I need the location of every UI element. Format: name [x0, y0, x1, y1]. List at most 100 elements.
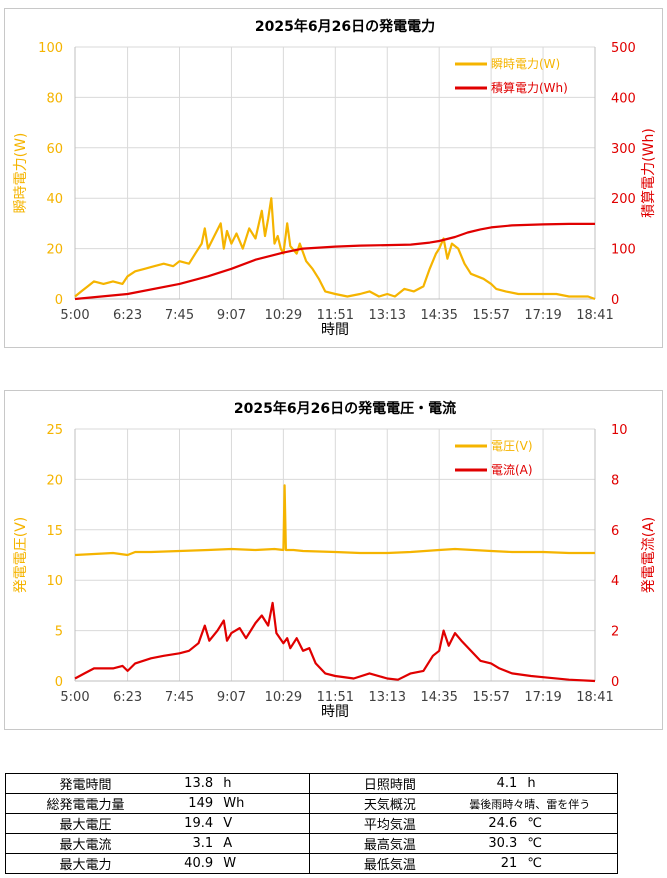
stat-value: 24.6 ℃	[469, 814, 617, 834]
stat-number: 19.4	[184, 816, 214, 831]
x-tick-label: 15:57	[472, 690, 509, 705]
stat-unit: V	[219, 816, 233, 831]
stat-label: 最大電流	[59, 838, 112, 853]
y-right-tick-label: 300	[611, 142, 636, 157]
y-right-tick-label: 100	[611, 243, 636, 258]
y-right-tick-label: 10	[611, 423, 628, 438]
y-left-tick-label: 80	[46, 91, 63, 106]
y-right-tick-label: 4	[611, 574, 619, 589]
stat-unit: Wh	[219, 796, 245, 811]
x-tick-label: 9:07	[217, 308, 246, 323]
y-left-tick-label: 20	[46, 243, 63, 258]
x-tick-label: 11:51	[317, 308, 354, 323]
y-right-tick-label: 500	[611, 41, 636, 56]
stat-number: 3.1	[192, 836, 214, 851]
stat-value: 13.8 h	[165, 774, 310, 794]
stat-number: 149	[188, 796, 214, 811]
y-left-tick-label: 0	[55, 675, 63, 690]
y-left-tick-label: 0	[55, 293, 63, 308]
stat-number: 4.1	[496, 776, 518, 791]
x-tick-label: 14:35	[420, 308, 457, 323]
y-left-tick-label: 60	[46, 142, 63, 157]
y-right-axis-label: 積算電力(Wh)	[641, 128, 657, 218]
voltage-current-chart-svg: 2025年6月26日の発電電圧・電流 0 5 10 15 20 25 0 2 4 6 8 10 5:00 6…	[13, 400, 657, 720]
stat-number: 30.3	[488, 836, 518, 851]
stat-label: 最低気温	[309, 853, 470, 874]
stat-value: 40.9 W	[165, 854, 310, 874]
y-left-tick-label: 20	[46, 473, 63, 488]
stat-label: 総発電電力量	[46, 798, 125, 813]
stats-row: 最大電流 3.1 A 最高気温 30.3 ℃	[5, 833, 618, 854]
stat-value: 149 Wh	[165, 794, 310, 814]
y-left-tick-label: 25	[46, 423, 63, 438]
stat-number: 曇後雨時々晴、雷を伴う	[469, 797, 591, 811]
x-axis-label: 時間	[321, 704, 349, 720]
x-tick-label: 17:19	[524, 690, 561, 705]
series-line-secondary	[74, 601, 596, 683]
chart-title: 2025年6月26日の発電電圧・電流	[234, 400, 456, 417]
series-line-primary	[74, 484, 595, 557]
x-tick-label: 10:29	[265, 690, 302, 705]
stat-label: 最大電力	[59, 858, 112, 873]
stat-number: 40.9	[184, 856, 214, 871]
stat-value: 3.1 A	[165, 834, 310, 854]
stats-row: 最大電力 40.9 W 最低気温 21 ℃	[5, 853, 618, 874]
x-tick-label: 6:23	[113, 690, 142, 705]
stat-value: 19.4 V	[165, 814, 310, 834]
x-tick-label: 14:35	[420, 690, 457, 705]
y-right-tick-label: 2	[611, 625, 619, 640]
y-left-tick-label: 15	[46, 524, 63, 539]
stat-unit: h	[523, 776, 536, 791]
y-right-tick-label: 6	[611, 524, 619, 539]
x-tick-label: 7:45	[165, 308, 194, 323]
y-left-axis-label: 発電電圧(V)	[13, 517, 29, 594]
x-tick-label: 15:57	[472, 308, 509, 323]
x-tick-label: 17:19	[524, 308, 561, 323]
y-right-tick-label: 0	[611, 293, 619, 308]
y-left-tick-label: 100	[38, 41, 63, 56]
stats-row: 総発電電力量 149 Wh 天気概況 曇後雨時々晴、雷を伴う	[5, 793, 618, 814]
legend-label: 瞬時電力(W)	[491, 57, 560, 71]
chart-title: 2025年6月26日の発電電力	[255, 18, 435, 35]
stat-number: 24.6	[488, 816, 518, 831]
x-tick-label: 7:45	[165, 690, 194, 705]
x-tick-label: 18:41	[576, 308, 613, 323]
stat-label: 日照時間	[309, 773, 470, 794]
stat-unit: W	[219, 856, 237, 871]
y-right-tick-label: 8	[611, 473, 619, 488]
stat-number: 13.8	[184, 776, 214, 791]
x-tick-label: 6:23	[113, 308, 142, 323]
stat-unit: ℃	[523, 856, 542, 871]
x-tick-label: 11:51	[317, 690, 354, 705]
stat-unit: ℃	[523, 836, 542, 851]
x-tick-label: 13:13	[369, 308, 406, 323]
x-tick-label: 5:00	[60, 308, 89, 323]
stat-value: 30.3 ℃	[469, 834, 617, 854]
x-axis-label: 時間	[321, 322, 349, 338]
stat-value: 曇後雨時々晴、雷を伴う	[469, 794, 617, 814]
y-right-axis-label: 発電電流(A)	[641, 517, 657, 594]
stat-label: 天気概況	[309, 793, 470, 814]
x-tick-label: 10:29	[265, 308, 302, 323]
stat-number: 21	[500, 856, 518, 871]
y-left-tick-label: 10	[46, 574, 63, 589]
stat-value: 21 ℃	[469, 854, 617, 874]
y-left-tick-label: 40	[46, 192, 63, 207]
voltage-current-chart: 2025年6月26日の発電電圧・電流 0 5 10 15 20 25 0 2 4 6 8 10 5:00 6…	[4, 390, 663, 730]
y-right-tick-label: 0	[611, 675, 619, 690]
x-tick-label: 9:07	[217, 690, 246, 705]
y-right-tick-label: 200	[611, 192, 636, 207]
legend-label: 積算電力(Wh)	[491, 80, 568, 95]
power-chart-svg: 2025年6月26日の発電電力 0 20 40 60 80 100 0 100 200 300 400…	[13, 18, 657, 338]
stat-unit: A	[219, 836, 233, 851]
y-right-tick-label: 400	[611, 91, 636, 106]
legend-label: 電流(A)	[491, 463, 533, 477]
stat-unit: ℃	[523, 816, 542, 831]
stats-row: 発電時間 13.8 h 日照時間 4.1 h	[5, 773, 618, 794]
y-left-axis-label: 瞬時電力(W)	[13, 133, 29, 214]
stat-label: 最高気温	[309, 833, 470, 854]
series-line-secondary	[74, 222, 595, 301]
series-line-primary	[74, 197, 596, 301]
stat-label: 平均気温	[309, 813, 470, 834]
y-left-tick-label: 5	[55, 625, 63, 640]
